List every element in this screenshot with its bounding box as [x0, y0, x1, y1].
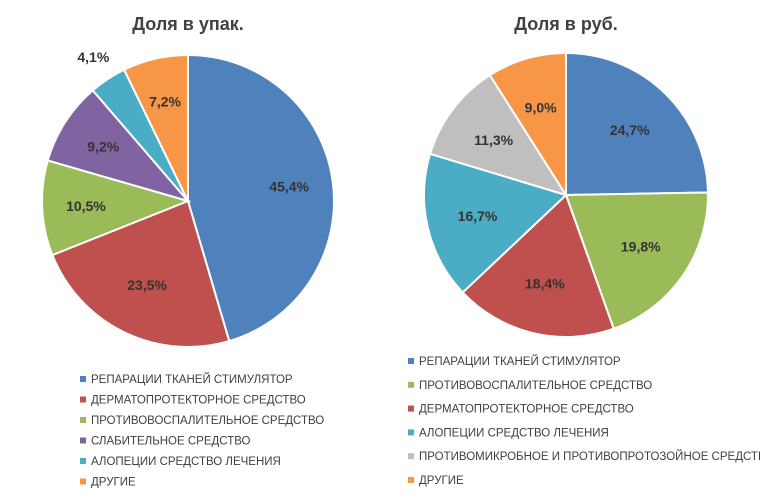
slice-data-label: 19,8%	[621, 239, 661, 255]
legend-entry: РЕПАРАЦИИ ТКАНЕЙ СТИМУЛЯТОР	[419, 355, 621, 368]
legend-entry: ДРУГИЕ	[91, 477, 136, 489]
pie-slice	[122, 53, 189, 202]
legend-swatch	[408, 381, 414, 388]
legend-rubles: РЕПАРАЦИИ ТКАНЕЙ СТИМУЛЯТОР ПРОТИВОВОСПАЛ…	[408, 355, 760, 487]
slice-data-label: 4,1%	[77, 49, 109, 65]
slice-data-label: 23,5%	[127, 277, 167, 293]
legend-entry: ПРОТИВОВОСПАЛИТЕЛЬНОЕ СРЕДСТВО	[419, 380, 652, 392]
slice-data-label: 24,7%	[610, 122, 650, 138]
pie-slice	[428, 73, 569, 197]
pie-slice	[423, 152, 568, 294]
legend-entry: АЛОПЕЦИИ СРЕДСТВО ЛЕЧЕНИЯ	[91, 456, 281, 468]
slice-data-label: 9,0%	[525, 100, 557, 116]
pie-slice	[565, 51, 709, 197]
slice-data-label: 7,2%	[149, 93, 181, 109]
legend-entry: ДЕРМАТОПРОТЕКТОРНОЕ СРЕДСТВО	[91, 395, 306, 407]
legend-swatch	[408, 453, 414, 460]
slice-data-label: 9,2%	[87, 139, 119, 155]
legend-entry: ПРОТИВОМИКРОБНОЕ И ПРОТИВОПРОТОЗОЙНОЕ СР…	[419, 450, 760, 463]
legend-swatch	[408, 477, 414, 483]
legend-entry: ДРУГИЕ	[419, 475, 464, 487]
legend-entry: СЛАБИТЕЛЬНОЕ СРЕДСТВО	[91, 436, 251, 448]
slice-data-label: 16,7%	[458, 208, 498, 224]
chart-title-packs: Доля в упак.	[132, 14, 244, 34]
pie-slice	[41, 159, 192, 257]
slice-data-label: 10,5%	[66, 198, 106, 214]
legend-swatch	[80, 417, 86, 423]
pie-slice	[187, 53, 335, 343]
legend-swatch	[80, 437, 86, 444]
pie-slice	[461, 193, 616, 338]
pie-rubles: 24,7% 19,8% 18,4% 16,7% 11,3% 9,0%	[423, 51, 709, 338]
chart-title-rubles: Доля в руб.	[514, 14, 617, 34]
legend-entry: ДЕРМАТОПРОТЕКТОРНОЕ СРЕДСТВО	[419, 404, 634, 416]
legend-swatch	[408, 405, 414, 412]
legend-swatch	[80, 458, 86, 464]
legend-packs: РЕПАРАЦИИ ТКАНЕЙ СТИМУЛЯТОР ДЕРМАТОПРОТЕК…	[80, 373, 324, 489]
slice-data-label: 45,4%	[269, 178, 309, 194]
legend-swatch	[408, 429, 414, 436]
pie-slice	[564, 191, 709, 331]
legend-swatch	[408, 358, 414, 364]
slice-data-label: 11,3%	[474, 132, 513, 148]
legend-swatch	[80, 376, 86, 382]
pie-slice	[46, 88, 191, 203]
pie-packs: 45,4% 23,5% 10,5% 9,2% 4,1% 7,2%	[41, 49, 335, 348]
legend-entry: ПРОТИВОВОСПАЛИТЕЛЬНОЕ СРЕДСТВО	[91, 415, 324, 427]
legend-swatch	[80, 478, 86, 485]
slice-data-label: 18,4%	[525, 275, 565, 291]
legend-entry: РЕПАРАЦИИ ТКАНЕЙ СТИМУЛЯТОР	[91, 373, 293, 386]
legend-entry: АЛОПЕЦИИ СРЕДСТВО ЛЕЧЕНИЯ	[419, 427, 609, 439]
legend-swatch	[80, 396, 86, 403]
pie-slice	[488, 51, 567, 199]
